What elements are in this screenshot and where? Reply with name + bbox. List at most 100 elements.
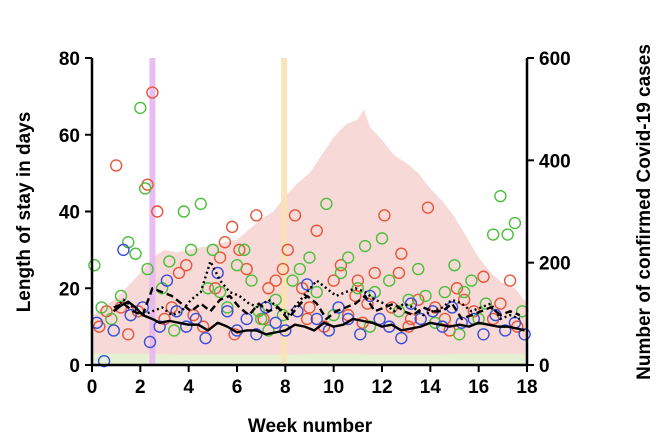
y2-tick-label: 0 — [539, 356, 550, 377]
data-point — [499, 324, 512, 337]
data-point — [206, 243, 220, 257]
data-point — [300, 278, 314, 291]
data-point — [194, 197, 207, 211]
data-point — [184, 243, 198, 257]
x-tick-label: 16 — [468, 377, 489, 398]
data-point — [107, 324, 120, 337]
y-tick-label: 80 — [59, 49, 80, 70]
data-point — [477, 328, 490, 341]
data-point — [334, 259, 348, 272]
data-point — [97, 354, 111, 368]
data-point — [221, 301, 234, 314]
y-tick-label: 60 — [59, 126, 80, 147]
data-point — [450, 282, 464, 295]
data-point — [310, 285, 323, 299]
data-point — [276, 262, 290, 276]
data-point — [109, 159, 123, 172]
data-point — [151, 205, 164, 218]
data-point — [327, 274, 340, 287]
data-point — [177, 205, 191, 218]
data-point — [402, 320, 415, 333]
data-point — [221, 305, 234, 318]
data-point — [225, 220, 239, 234]
data-point — [477, 270, 490, 283]
data-point — [163, 255, 176, 268]
data-point — [518, 328, 531, 341]
x-tick-label: 4 — [183, 377, 194, 398]
data-point — [153, 320, 166, 333]
data-point — [395, 331, 408, 345]
data-point — [129, 247, 142, 260]
x-tick-label: 8 — [280, 377, 291, 398]
data-point — [486, 228, 500, 241]
data-point — [196, 320, 210, 333]
data-point — [124, 308, 137, 322]
data-point — [310, 224, 323, 237]
data-point — [303, 251, 316, 264]
y-tick-label: 20 — [59, 279, 80, 300]
data-point — [245, 274, 258, 287]
data-point — [334, 266, 348, 280]
data-point — [288, 209, 302, 222]
data-point — [141, 262, 154, 276]
trend-lines-layer — [112, 260, 525, 336]
data-point — [479, 297, 493, 310]
x-tick-label: 10 — [323, 377, 344, 398]
data-point — [213, 251, 227, 264]
data-point — [358, 239, 372, 253]
data-point — [117, 243, 130, 257]
x-tick-label: 0 — [87, 377, 98, 398]
data-point — [180, 320, 193, 333]
data-point — [503, 274, 517, 287]
data-point — [351, 282, 365, 295]
y2-tick-label: 600 — [539, 49, 571, 70]
data-point — [375, 232, 389, 245]
data-point — [378, 209, 391, 222]
data-point — [465, 274, 478, 287]
data-point — [276, 308, 290, 322]
data-point — [419, 289, 432, 303]
data-point — [254, 312, 268, 326]
data-point — [448, 259, 461, 272]
cases-area — [92, 109, 527, 366]
x-axis-title: Week number — [248, 416, 373, 437]
data-point — [88, 259, 101, 272]
data-point — [262, 324, 275, 337]
data-point — [122, 328, 135, 341]
data-point — [160, 274, 174, 287]
y2-tick-label: 400 — [539, 151, 571, 172]
data-point — [233, 243, 246, 257]
x-tick-label: 18 — [516, 377, 537, 398]
data-point — [143, 335, 157, 349]
data-point — [354, 328, 367, 341]
trend-line-solid — [113, 300, 525, 336]
y2-tick-label: 200 — [539, 254, 571, 275]
data-point — [134, 101, 147, 115]
data-point — [201, 282, 215, 295]
x-tick-label: 12 — [371, 377, 392, 398]
data-point — [457, 293, 471, 306]
data-point — [138, 182, 152, 195]
y-axis-title: Length of stay in days — [14, 112, 35, 313]
data-point — [351, 274, 365, 287]
data-point — [412, 262, 425, 276]
data-point — [383, 274, 396, 287]
data-point — [404, 297, 418, 310]
data-point — [213, 285, 227, 299]
data-point — [395, 247, 408, 260]
data-point — [508, 216, 522, 230]
data-point — [95, 301, 108, 314]
data-point — [250, 209, 263, 222]
data-point — [105, 312, 118, 326]
data-point — [172, 266, 186, 280]
data-point — [114, 289, 128, 303]
data-point — [453, 328, 466, 341]
data-point — [170, 305, 183, 318]
data-point — [238, 243, 251, 257]
x-tick-label: 6 — [232, 377, 243, 398]
y-tick-label: 40 — [59, 203, 80, 224]
data-point — [438, 285, 452, 299]
data-point — [269, 274, 282, 287]
